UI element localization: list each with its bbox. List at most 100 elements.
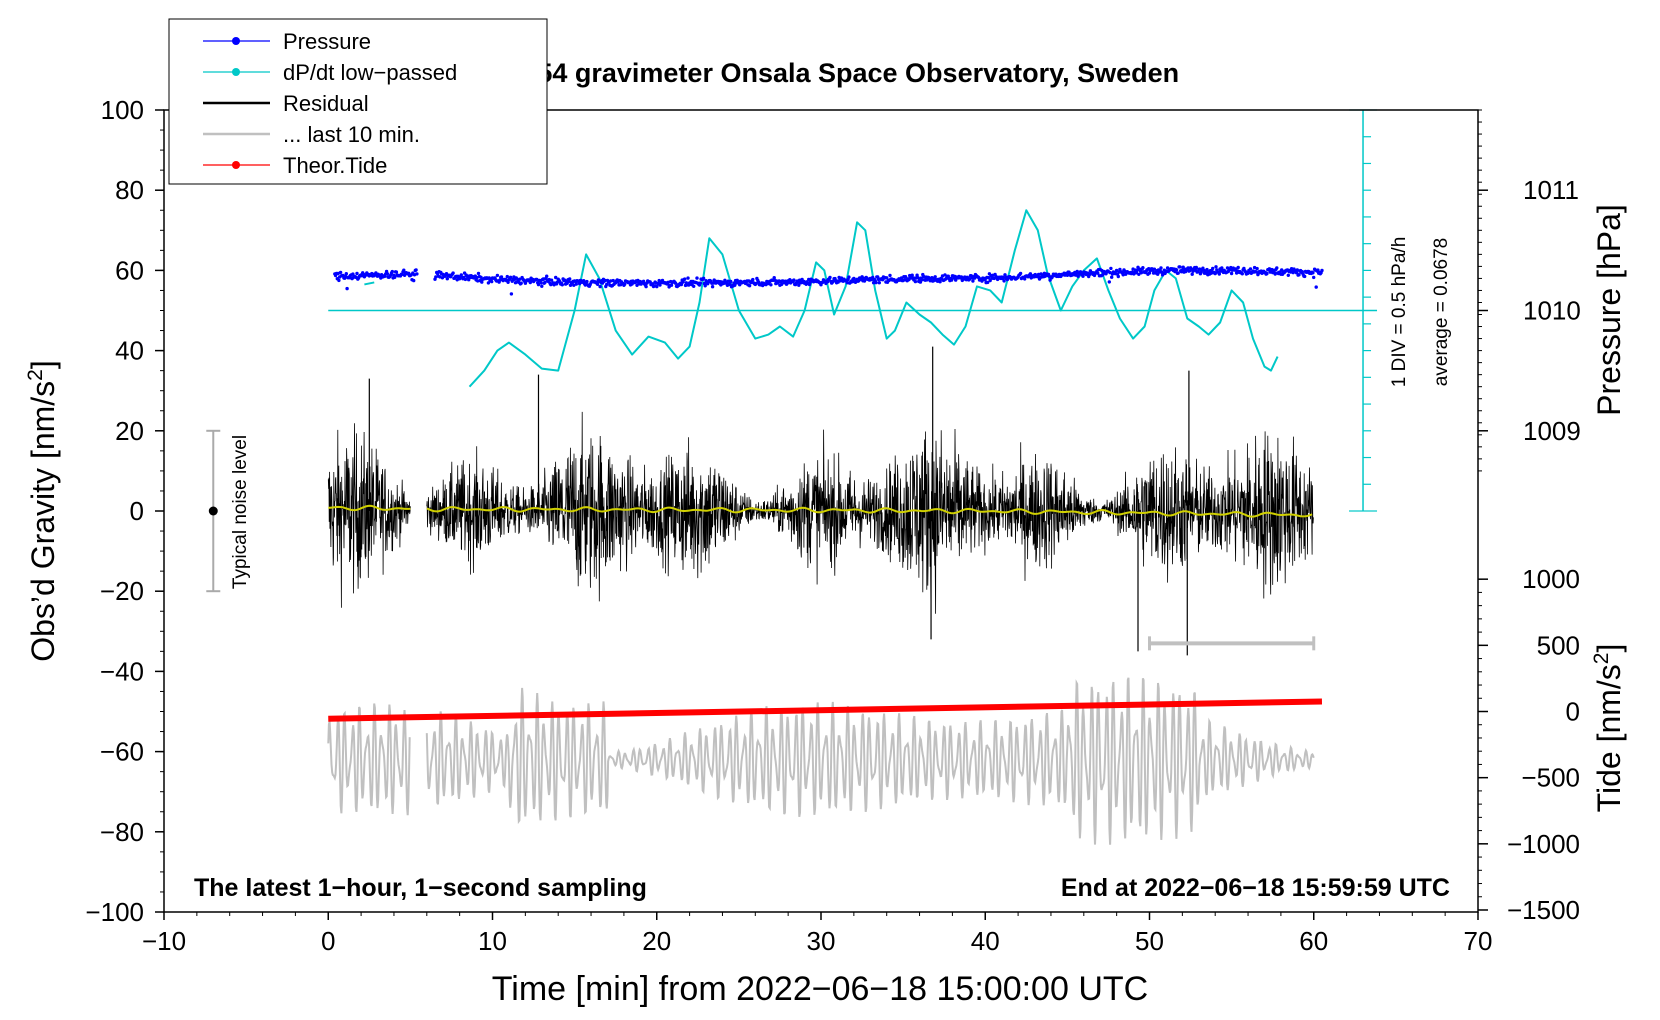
pressure-point [1110,275,1114,279]
pressure-point [509,292,514,296]
pressure-point [540,284,544,288]
pressure-point [440,276,445,280]
y-tick-label: −80 [100,817,144,847]
x-axis-label: Time [min] from 2022−06−18 15:00:00 UTC [492,970,1148,1008]
legend-label-1: dP/dt low−passed [283,60,457,85]
pressure-tick-label: 1009 [1523,416,1581,446]
pressure-point [1116,274,1121,279]
pressure-point [582,279,586,283]
pressure-point [508,275,513,279]
chart-title: SCG_054 gravimeter Onsala Space Observat… [449,58,1179,88]
pressure-point [543,280,547,284]
pressure-point [933,275,937,279]
pressure-point [1265,271,1269,276]
tide-tick-label: −1500 [1507,895,1580,925]
legend-box [168,18,548,185]
y-tick-label: 60 [115,255,144,285]
pressure-point [986,276,991,280]
pressure-point [517,277,522,281]
legend-marker-1 [232,68,240,76]
x-tick-label: 0 [321,926,335,956]
pressure-point [463,277,468,282]
pressure-point [1178,265,1182,269]
residual-line-0 [327,423,411,608]
pressure-point [1152,267,1157,271]
pressure-point [1003,273,1007,277]
pressure-point [490,279,494,284]
pressure-point [779,282,784,287]
pressure-point [910,273,914,277]
y-tick-label: 40 [115,336,144,366]
pressure-point [623,282,627,286]
pressure-point [499,275,504,279]
pressure-point [701,276,706,280]
pressure-point [703,284,707,288]
pressure-point [877,281,881,285]
pressure-point [337,278,341,283]
last-10-min-line-1 [425,677,1315,845]
pressure-point [611,278,615,283]
x-tick-label: 50 [1135,926,1164,956]
y-tick-label: 100 [101,95,144,125]
pressure-point [769,283,773,287]
pressure-point [692,284,696,288]
legend-label-0: Pressure [283,29,371,54]
y-tick-label: −20 [100,576,144,606]
pressure-point [1165,266,1170,270]
pressure-point [343,274,348,278]
pressure-point [1022,277,1027,281]
pressure-tick-label: 1011 [1523,175,1579,205]
pressure-point [1081,274,1085,278]
pressure-point [695,276,699,280]
legend-marker-0 [232,37,240,45]
y-axis-label-left-end: ] [25,360,61,369]
residual-lowpass-line-0 [328,504,411,512]
x-tick-label: 70 [1464,926,1493,956]
pressure-point [1248,267,1253,271]
theor-tide-line [328,698,1323,722]
pressure-point [1217,272,1222,276]
legend-label-3: ... last 10 min. [283,122,420,147]
x-tick-label: 60 [1299,926,1328,956]
pressure-point [495,273,500,278]
y-tick-label: 0 [130,496,144,526]
pressure-point [938,280,942,284]
pressure-point [414,268,418,272]
pressure-point [1255,266,1259,271]
axis-ticks: −10 0 10 20 30 40 50 60 70−100−80−60−40−20020406… [85,95,1580,956]
y-tick-label: −40 [100,656,144,686]
x-tick-label: 10 [478,926,507,956]
pressure-point [669,283,674,287]
pressure-point [635,283,639,287]
pressure-point [1141,266,1145,270]
pressure-point [1114,268,1119,273]
pressure-point [1174,268,1179,272]
pressure-point [971,279,975,283]
pressure-point [949,278,954,282]
pressure-point [385,272,390,276]
pressure-point [1213,271,1217,276]
pressure-point [1297,273,1301,277]
tide-tick-label: 500 [1537,630,1580,660]
pressure-point [885,276,889,280]
pressure-point [1002,279,1006,283]
pressure-point [1294,271,1299,275]
pressure-tick-label: 1010 [1523,296,1581,326]
pressure-point [415,272,419,276]
pressure-point [355,271,359,276]
x-tick-label: 40 [971,926,1000,956]
pressure-point [1275,266,1279,270]
pressure-point [393,275,397,279]
pressure-point [568,277,572,281]
pressure-point [729,279,733,284]
pressure-point [585,279,589,284]
annotation-sampling: The latest 1−hour, 1−second sampling [194,874,647,902]
pressure-point [1240,272,1245,276]
pressure-point [913,279,918,284]
pressure-point [603,278,607,283]
legend: Pressure dP/dt low−passed Residual ... last… [168,18,548,185]
pressure-point [412,278,416,283]
pressure-point [698,281,702,285]
dpdt-div-label: 1 DIV = 0.5 hPa/h [1389,237,1410,388]
pressure-point [728,282,732,286]
